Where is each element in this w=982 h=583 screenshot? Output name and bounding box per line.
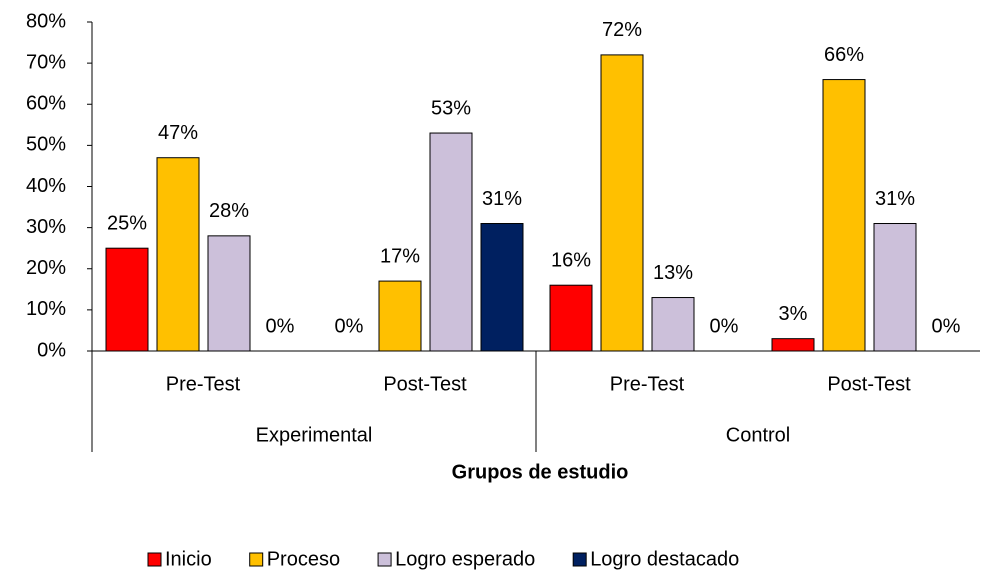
y-tick-label: 20% xyxy=(26,257,66,279)
y-tick-label: 80% xyxy=(26,10,66,32)
bar xyxy=(105,247,149,352)
bar xyxy=(429,132,473,352)
bar xyxy=(771,338,815,352)
x-tick-label: Pre-Test xyxy=(166,373,241,395)
y-tick-label: 10% xyxy=(26,298,66,320)
legend-swatch xyxy=(147,552,162,567)
data-label: 0% xyxy=(932,315,961,337)
legend-swatch xyxy=(249,552,264,567)
bar xyxy=(207,235,251,352)
bar xyxy=(480,223,524,352)
bar xyxy=(651,297,695,352)
x-tick-label: Post-Test xyxy=(383,373,467,395)
y-tick-label: 60% xyxy=(26,93,66,115)
data-label: 0% xyxy=(266,315,295,337)
bar xyxy=(873,223,917,352)
x-tick-label: Post-Test xyxy=(827,373,911,395)
bar xyxy=(600,54,644,352)
data-label: 47% xyxy=(158,122,198,144)
y-tick-label: 50% xyxy=(26,134,66,156)
y-tick-label: 0% xyxy=(37,339,66,361)
x-axis-title: Grupos de estudio xyxy=(452,461,629,483)
legend-label: Inicio xyxy=(165,548,212,570)
data-label: 3% xyxy=(779,303,808,325)
group-label: Control xyxy=(726,424,790,446)
bar xyxy=(822,79,866,352)
data-label: 53% xyxy=(431,97,471,119)
data-label: 72% xyxy=(602,19,642,41)
x-tick-label: Pre-Test xyxy=(610,373,685,395)
data-label: 25% xyxy=(107,212,147,234)
data-label: 0% xyxy=(335,315,364,337)
data-label: 16% xyxy=(551,249,591,271)
bar xyxy=(549,284,593,352)
y-tick-label: 30% xyxy=(26,216,66,238)
legend-swatch xyxy=(377,552,392,567)
data-label: 31% xyxy=(875,188,915,210)
legend-label: Logro esperado xyxy=(395,548,535,570)
data-label: 17% xyxy=(380,245,420,267)
legend-label: Proceso xyxy=(267,548,340,570)
legend-swatch xyxy=(572,552,587,567)
data-label: 66% xyxy=(824,44,864,66)
data-label: 31% xyxy=(482,188,522,210)
data-label: 28% xyxy=(209,200,249,222)
y-tick-label: 70% xyxy=(26,51,66,73)
data-label: 0% xyxy=(710,315,739,337)
y-tick-label: 40% xyxy=(26,175,66,197)
legend-label: Logro destacado xyxy=(590,548,739,570)
bar xyxy=(378,280,422,352)
group-label: Experimental xyxy=(256,424,373,446)
data-label: 13% xyxy=(653,262,693,284)
bar xyxy=(156,157,200,352)
